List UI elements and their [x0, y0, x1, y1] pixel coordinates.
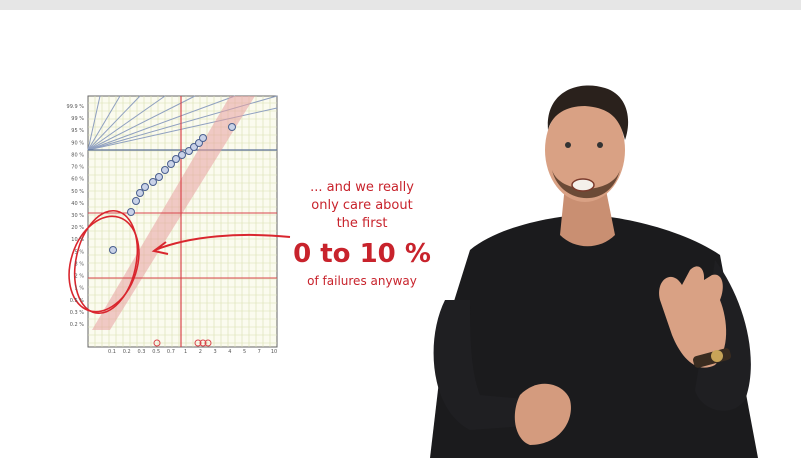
shirt [430, 215, 758, 458]
x-tick-label: 0.3 [137, 349, 145, 355]
suspension-markers [153, 339, 212, 347]
x-axis-labels: 0.1 0.2 0.3 0.5 0.7 1 2 3 4 5 7 10 [108, 349, 277, 355]
y-tick-label: 50 % [71, 189, 84, 195]
right-hand [659, 266, 727, 368]
y-tick-label: 60 % [71, 177, 84, 183]
watch-face [711, 350, 723, 362]
x-tick-label: 0.1 [108, 349, 116, 355]
y-tick-label: 30 % [71, 213, 84, 219]
x-tick-label: 0.5 [152, 349, 160, 355]
neck [560, 185, 615, 247]
y-tick-label: 2 % [74, 274, 84, 280]
y-tick-label: 0.5 % [70, 298, 85, 304]
y-tick-label: 99.9 % [67, 104, 85, 110]
eye [597, 142, 603, 148]
y-tick-label: 0.3 % [70, 310, 85, 316]
annotation: ... and we really only care about the fi… [293, 180, 431, 288]
y-tick-label: 20 % [71, 225, 84, 231]
annotation-line: only care about [311, 198, 412, 213]
highlight-ellipse [68, 209, 140, 315]
data-points [109, 123, 236, 254]
probability-plot: 99.9 %99 %95 %90 %80 %70 %60 %50 %40 %30… [67, 95, 291, 355]
y-axis-labels: 99.9 % 99 % 95 % 90 % 80 % 70 % 60 % 50 % 40 % 30… [67, 104, 85, 328]
y-tick-label: 10 % [71, 237, 84, 243]
y-tick-label: 99 % [71, 116, 84, 122]
y-tick-label: 0.2 % [70, 322, 85, 328]
annotation-footer: of failures anyway [307, 274, 417, 288]
y-tick-label: 95 % [71, 128, 84, 134]
beard [552, 170, 620, 199]
x-tick-label: 1 [184, 349, 187, 355]
y-tick-label: 40 % [71, 201, 84, 207]
x-tick-label: 5 [243, 349, 246, 355]
left-hand [514, 383, 571, 445]
annotation-line: the first [337, 216, 388, 231]
y-tick-label: 70 % [71, 165, 84, 171]
y-tick-label: 1 % [74, 286, 84, 292]
x-tick-label: 0.7 [167, 349, 175, 355]
x-tick-label: 4 [228, 349, 231, 355]
x-tick-label: 2 [199, 349, 202, 355]
y-tick-label: 90 % [71, 140, 84, 146]
mouth [571, 178, 595, 192]
x-tick-label: 3 [213, 349, 216, 355]
left-arm [433, 300, 540, 430]
y-tick-label: 3 % [74, 261, 84, 267]
y-tick-label: 5 % [74, 249, 84, 255]
presenter [430, 85, 758, 458]
arrow [151, 233, 291, 255]
annotation-highlight: 0 to 10 % [293, 239, 431, 269]
hair [547, 85, 629, 140]
x-tick-label: 7 [258, 349, 261, 355]
x-tick-label: 0.2 [123, 349, 131, 355]
annotation-line: ... and we really [310, 180, 414, 195]
eye [565, 142, 571, 148]
x-tick-label: 10 [271, 349, 277, 355]
y-tick-label: 80 % [71, 152, 84, 158]
face [545, 98, 625, 202]
